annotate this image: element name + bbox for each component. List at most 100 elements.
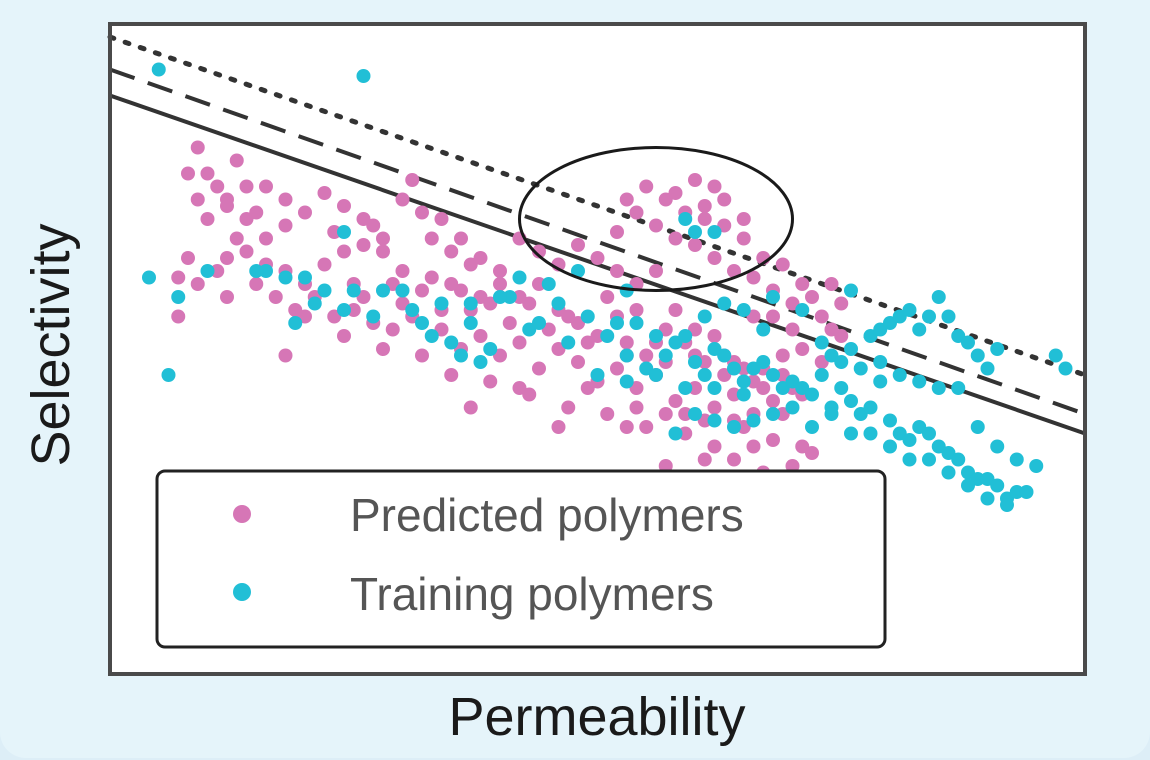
point-predicted xyxy=(395,192,410,207)
point-predicted xyxy=(795,277,810,291)
legend-box xyxy=(155,469,887,649)
point-predicted xyxy=(600,290,615,304)
point-predicted xyxy=(639,179,654,194)
point-predicted xyxy=(220,290,234,304)
point-predicted xyxy=(298,205,312,220)
point-training xyxy=(532,316,546,330)
point-predicted xyxy=(181,166,195,181)
dotted-line xyxy=(107,34,1088,378)
point-training xyxy=(405,303,420,317)
point-predicted xyxy=(668,231,683,246)
point-training xyxy=(1048,348,1063,363)
point-training xyxy=(931,381,946,395)
point-training xyxy=(912,374,927,389)
point-predicted xyxy=(610,225,624,239)
point-training xyxy=(834,381,849,395)
point-predicted xyxy=(493,277,507,291)
point-predicted xyxy=(259,179,273,194)
point-predicted xyxy=(171,309,186,324)
point-predicted xyxy=(473,329,488,343)
point-predicted xyxy=(834,296,849,311)
point-training xyxy=(512,270,527,285)
point-training xyxy=(171,290,186,304)
point-training xyxy=(873,374,888,389)
point-training xyxy=(600,329,615,343)
point-training xyxy=(619,374,634,389)
point-predicted xyxy=(561,309,576,324)
point-training xyxy=(795,303,810,317)
point-predicted xyxy=(736,212,751,226)
point-predicted xyxy=(200,166,215,181)
point-training xyxy=(707,381,722,395)
point-training xyxy=(337,303,351,317)
point-predicted xyxy=(571,355,585,369)
point-predicted xyxy=(785,322,800,337)
point-training xyxy=(766,407,780,421)
point-predicted xyxy=(678,426,693,441)
point-training xyxy=(824,407,839,421)
point-training xyxy=(805,387,819,402)
point-predicted xyxy=(278,192,293,207)
point-predicted xyxy=(190,277,205,291)
point-training xyxy=(278,270,293,285)
legend-label-training: Training polymers xyxy=(350,568,714,620)
point-predicted xyxy=(746,270,761,285)
point-predicted xyxy=(668,394,683,408)
legend-label-predicted: Predicted polymers xyxy=(350,489,744,541)
point-training xyxy=(922,426,936,441)
point-training xyxy=(863,426,878,441)
point-predicted xyxy=(727,387,741,402)
point-training xyxy=(346,283,361,298)
point-predicted xyxy=(834,329,849,343)
x-axis-label: Permeability xyxy=(448,687,745,747)
point-predicted xyxy=(346,303,361,317)
point-training xyxy=(658,348,673,363)
point-predicted xyxy=(220,192,234,207)
point-training xyxy=(356,69,371,83)
point-predicted xyxy=(668,186,683,200)
plot-frame xyxy=(108,22,1087,676)
point-predicted xyxy=(717,192,732,207)
point-training xyxy=(629,316,644,330)
point-predicted xyxy=(200,212,215,226)
point-training xyxy=(883,413,897,428)
point-training xyxy=(561,335,576,350)
point-training xyxy=(668,426,683,441)
point-predicted xyxy=(678,407,693,421)
point-training xyxy=(649,368,663,382)
point-predicted xyxy=(210,179,225,194)
point-predicted xyxy=(249,277,264,291)
point-predicted xyxy=(639,420,654,434)
point-predicted xyxy=(220,251,234,265)
point-training xyxy=(697,309,712,324)
point-predicted xyxy=(454,231,468,246)
point-predicted xyxy=(522,296,537,311)
point-training xyxy=(707,225,722,239)
point-training xyxy=(873,355,888,369)
point-predicted xyxy=(424,270,439,285)
point-predicted xyxy=(532,361,546,376)
point-predicted xyxy=(775,257,790,272)
point-training xyxy=(805,420,819,434)
point-training xyxy=(970,348,985,363)
point-predicted xyxy=(727,452,741,467)
point-training xyxy=(298,270,312,285)
point-predicted xyxy=(590,251,605,265)
point-predicted xyxy=(707,400,722,415)
point-training xyxy=(395,283,410,298)
point-training xyxy=(1000,498,1014,512)
point-training xyxy=(961,335,975,350)
point-predicted xyxy=(483,374,498,389)
point-predicted xyxy=(337,244,351,259)
point-predicted xyxy=(775,348,790,363)
point-training xyxy=(707,413,722,428)
point-training xyxy=(288,316,303,330)
point-predicted xyxy=(571,238,585,252)
point-predicted xyxy=(532,244,546,259)
point-predicted xyxy=(649,264,663,278)
point-training xyxy=(688,225,702,239)
point-training xyxy=(766,290,780,304)
point-training xyxy=(814,335,829,350)
point-training xyxy=(376,283,390,298)
point-training xyxy=(980,361,995,376)
